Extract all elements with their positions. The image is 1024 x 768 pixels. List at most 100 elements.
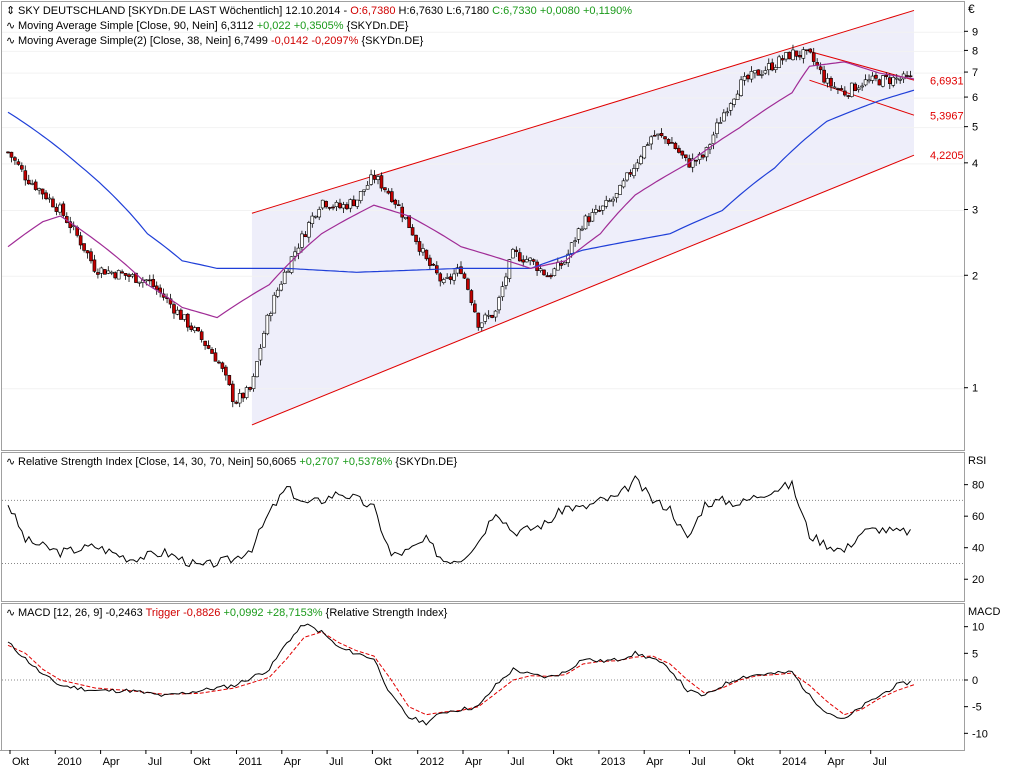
candle-body xyxy=(746,74,750,80)
candle xyxy=(109,270,114,276)
candle xyxy=(863,74,868,87)
candle-body xyxy=(206,345,211,349)
candle xyxy=(116,269,121,280)
price-tick-label: 1 xyxy=(972,383,978,395)
candle xyxy=(500,281,505,301)
candle xyxy=(320,199,325,210)
macd-tick-label: 5 xyxy=(972,648,978,660)
candle-body xyxy=(237,393,242,404)
candle-body xyxy=(521,259,526,263)
candle xyxy=(265,313,270,336)
candle-body xyxy=(224,366,228,376)
candle xyxy=(85,250,90,259)
candle-body xyxy=(594,209,598,213)
candle-body xyxy=(680,150,685,156)
candle xyxy=(296,243,301,260)
candle xyxy=(898,76,902,84)
candle xyxy=(639,154,643,166)
candle xyxy=(47,193,52,203)
candle xyxy=(248,386,252,392)
candle xyxy=(307,220,311,243)
candle-body xyxy=(403,216,408,220)
candle xyxy=(794,50,799,61)
candle xyxy=(82,243,86,253)
candle-body xyxy=(839,88,844,91)
candle xyxy=(531,258,536,265)
x-tick-label: Okt xyxy=(556,756,573,768)
candle xyxy=(220,361,225,373)
macd-legend: ∿ MACD [12, 26, 9] -0,2463 Trigger -0,882… xyxy=(6,606,447,620)
candle xyxy=(182,314,187,322)
candle xyxy=(753,70,757,79)
candle-body xyxy=(189,325,194,330)
candle-body xyxy=(756,69,761,76)
candle-body xyxy=(739,79,743,96)
macd-y-axis: 10 5 0 -5 -10 xyxy=(964,622,988,740)
candle xyxy=(92,254,97,273)
candle-body xyxy=(784,52,788,60)
price-y-axis: 1 2 3 4 5 6 7 8 9 xyxy=(964,26,978,395)
candle xyxy=(811,47,816,66)
candle-body xyxy=(82,243,86,251)
candle-body xyxy=(269,313,273,317)
candle xyxy=(89,248,93,264)
candle-body xyxy=(556,261,560,271)
rsi-axis-title: RSI xyxy=(968,455,987,467)
candle-body xyxy=(438,273,443,282)
candle-body xyxy=(531,259,536,262)
candle-body xyxy=(545,275,550,278)
candle xyxy=(808,48,813,54)
candle-body xyxy=(884,74,889,77)
ma38-legend: ∿ Moving Average Simple(2) [Close, 38, Ne… xyxy=(6,34,423,48)
candle-body xyxy=(68,221,73,229)
candle xyxy=(853,82,858,92)
x-tick-label: Apr xyxy=(465,756,482,768)
line-indicator-icon: ∿ xyxy=(6,35,16,47)
candle-body xyxy=(694,159,698,162)
rsi-change-pct: +0,5378% xyxy=(342,456,393,468)
candle-body xyxy=(511,249,515,259)
rsi-tick-label: 60 xyxy=(972,511,984,523)
rsi-tick-label: 40 xyxy=(972,543,984,555)
candle xyxy=(120,269,124,274)
candle-body xyxy=(483,314,488,322)
candle xyxy=(255,360,259,378)
candle-body xyxy=(663,136,667,140)
candle-body xyxy=(30,183,35,185)
candle-body xyxy=(227,375,232,386)
candle-body xyxy=(718,122,723,124)
candle-body xyxy=(473,303,477,313)
candle-body xyxy=(479,322,484,328)
candle-body xyxy=(611,198,615,202)
price-tick-label: 3 xyxy=(972,205,978,217)
candle-body xyxy=(725,111,730,114)
macd-change: +0,0992 xyxy=(223,607,264,619)
x-tick-label: Okt xyxy=(374,756,391,768)
candle-body xyxy=(590,212,595,222)
candle-body xyxy=(92,259,97,272)
candle-body xyxy=(542,269,546,276)
candle xyxy=(452,269,456,285)
candle-body xyxy=(376,176,380,181)
candle xyxy=(680,150,685,159)
candle xyxy=(735,90,740,100)
candle-body xyxy=(849,82,854,97)
candle-body xyxy=(417,241,422,252)
price-chart-svg: 6,6931 5,3967 4,2205 xyxy=(2,9,964,426)
candle xyxy=(192,325,197,334)
candle-body xyxy=(355,199,360,207)
candle xyxy=(417,237,422,256)
candle xyxy=(642,146,647,160)
candle-body xyxy=(341,204,346,209)
candle xyxy=(365,181,370,190)
candle-body xyxy=(486,314,491,317)
x-tick-label: Jul xyxy=(692,756,706,768)
trigger-value: -0,8826 xyxy=(183,607,221,619)
candle-body xyxy=(16,161,21,165)
candle-body xyxy=(891,77,896,86)
candle xyxy=(573,237,577,247)
candle-body xyxy=(870,75,875,81)
x-tick-label: Jul xyxy=(510,756,524,768)
candle xyxy=(514,246,519,257)
candle-body xyxy=(317,209,322,218)
